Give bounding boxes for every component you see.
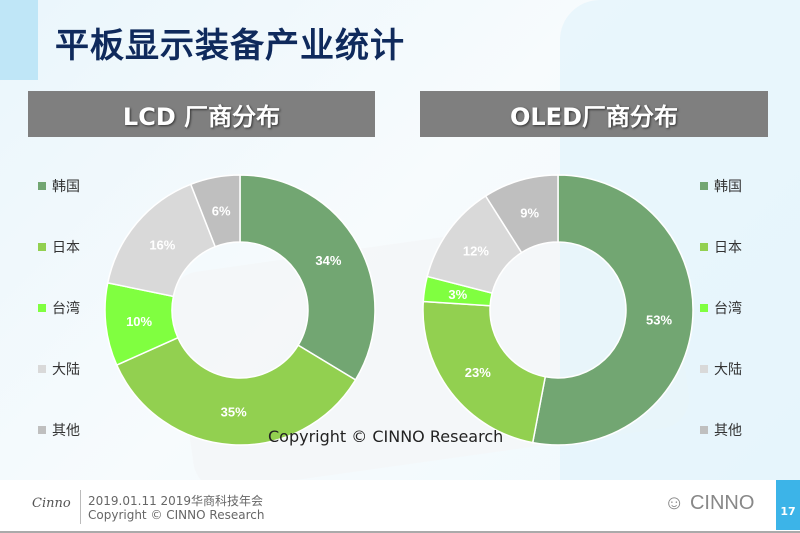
legend-label: 大陆 [714,362,742,378]
wechat-brand: ☺ CINNO [664,492,754,515]
donut-slice-其他 [189,174,241,248]
data-label: 35% [221,404,247,419]
legend-item: 日本 [38,237,80,257]
legend-swatch [700,304,708,312]
data-label: 34% [315,253,341,268]
divider [80,490,81,524]
footer-date-event: 2019.01.11 2019华商科技年会 [88,494,264,508]
watermark: Copyright © CINNO Research [268,427,504,446]
page-number: 17 [776,480,800,530]
lcd-chart-header: LCD 厂商分布 [28,91,375,137]
legend-item: 大陆 [700,359,742,379]
donut-slice-其他 [484,174,559,254]
slide-title: 平板显示装备产业统计 [55,26,405,66]
legend-item: 其他 [700,420,742,440]
legend-item: 其他 [38,420,80,440]
data-label: 9% [520,206,539,221]
data-label: 53% [646,313,672,328]
wechat-icon: ☺ [664,492,690,514]
data-label: 16% [149,238,175,253]
legend-label: 台湾 [714,301,742,317]
oled-chart-header: OLED厂商分布 [420,91,768,137]
data-label: 6% [212,203,231,218]
legend-label: 大陆 [52,362,80,378]
legend-label: 日本 [714,240,742,256]
legend-label: 韩国 [52,179,80,195]
legend-item: 台湾 [38,298,80,318]
legend-swatch [38,243,46,251]
legend-swatch [700,365,708,373]
footer-copyright: Copyright © CINNO Research [88,508,265,522]
legend-label: 台湾 [52,301,80,317]
cinno-logo: Cinno [32,496,71,511]
legend-item: 大陆 [38,359,80,379]
legend-item: 韩国 [38,176,80,196]
brand-text: CINNO [689,492,755,514]
legend-item: 台湾 [700,298,742,318]
donut-slice-韩国 [531,174,694,446]
legend-label: 其他 [52,423,80,439]
accent-bar [0,0,38,80]
legend-swatch [38,426,46,434]
legend-swatch [38,182,46,190]
data-label: 10% [126,314,152,329]
legend-label: 其他 [714,423,742,439]
donut-slice-日本 [115,336,357,446]
legend-swatch [38,304,46,312]
legend-swatch [700,426,708,434]
legend-swatch [700,182,708,190]
donut-slice-日本 [422,300,547,444]
footer: Cinno 2019.01.11 2019华商科技年会 Copyright © … [0,480,800,533]
legend-label: 日本 [52,240,80,256]
donut-slice-韩国 [239,174,376,381]
legend-swatch [700,243,708,251]
data-label: 3% [448,287,467,302]
data-label: 23% [465,365,491,380]
legend-label: 韩国 [714,179,742,195]
data-label: 12% [463,243,489,258]
legend-item: 韩国 [700,176,742,196]
legend-item: 日本 [700,237,742,257]
legend-swatch [38,365,46,373]
